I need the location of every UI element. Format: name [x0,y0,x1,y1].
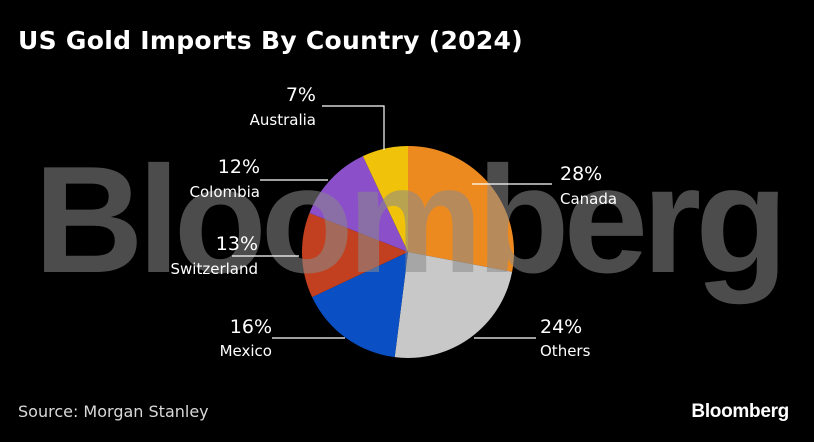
bloomberg-logo: Bloomberg [691,401,789,422]
chart-title: US Gold Imports By Country (2024) [18,26,523,55]
pie-slice-australia [362,146,408,252]
data-label-canada: 28% [560,163,602,185]
data-label-mexico: 16% [230,316,272,338]
data-label-others: 24% [540,316,582,338]
data-label-australia: 7% [286,84,316,106]
category-label-switzerland: Switzerland [171,260,259,278]
pie-slice-others [394,252,513,358]
category-label-canada: Canada [560,190,617,208]
pie-slice-mexico [312,252,408,358]
category-label-colombia: Colombia [190,183,261,201]
slice-labels: 28% Canada 24% Others 16% Mexico 13% Switzerlan… [171,84,618,360]
category-label-mexico: Mexico [220,342,272,360]
pie-slice-canada [408,146,514,272]
data-label-colombia: 12% [218,156,260,178]
pie-slice-colombia [309,156,408,252]
category-label-others: Others [540,342,591,360]
leader-line-australia [322,105,385,150]
category-label-australia: Australia [250,111,316,129]
leader-lines [232,105,552,339]
pie-slice-switzerland [301,212,408,298]
data-label-switzerland: 13% [216,233,258,255]
pie-slices [301,146,514,358]
source-note: Source: Morgan Stanley [18,402,209,421]
bloomberg-watermark: Bloomberg [34,135,782,305]
